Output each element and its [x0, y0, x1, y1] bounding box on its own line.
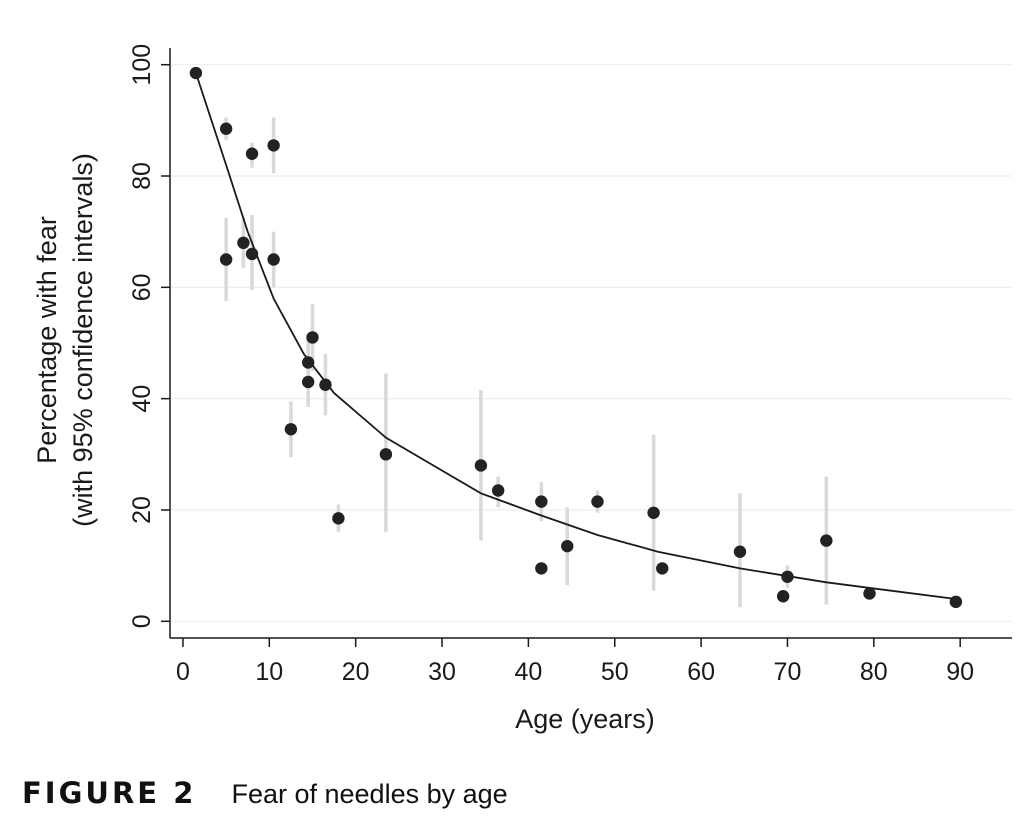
y-axis-title-line1: Percentage with fear [32, 216, 62, 464]
data-point-4 [245, 147, 259, 160]
data-point-8 [284, 423, 298, 436]
axes [169, 48, 1012, 639]
data-point-13 [332, 512, 345, 525]
data-point-25 [781, 570, 794, 583]
x-tick-label-40: 40 [514, 658, 542, 686]
x-axis-ticks: 0 10 20 30 40 50 60 70 80 90 [176, 638, 974, 686]
x-tick-label-30: 30 [428, 658, 456, 686]
x-tick-label-0: 0 [176, 658, 190, 686]
y-axis-ticks: 0 20 40 60 80 100 [128, 44, 170, 628]
gridlines [170, 64, 1012, 622]
data-point-10 [301, 375, 315, 389]
data-point-26 [820, 534, 833, 547]
data-point-23 [733, 545, 747, 558]
data-point-3 [237, 236, 250, 250]
y-tick-label-100: 100 [128, 44, 156, 86]
data-point-11 [306, 331, 319, 344]
data-point-2 [219, 253, 233, 266]
data-point-28 [949, 595, 963, 609]
y-axis-title-line2: (with 95% confidence intervals) [68, 153, 98, 527]
data-point-17 [535, 495, 548, 508]
x-tick-label-50: 50 [601, 658, 629, 686]
data-point-12 [319, 378, 332, 391]
data-point-1 [219, 122, 233, 135]
y-tick-label-80: 80 [128, 162, 156, 190]
confidence-intervals [224, 117, 829, 608]
x-tick-label-80: 80 [860, 658, 888, 686]
data-points [189, 66, 963, 609]
figure-label: FIGURE 2 [22, 776, 197, 810]
x-tick-label-90: 90 [946, 658, 974, 686]
data-point-27 [863, 587, 876, 600]
x-tick-label-70: 70 [774, 658, 802, 686]
data-point-21 [647, 506, 660, 519]
data-point-20 [591, 495, 604, 508]
x-tick-label-60: 60 [687, 658, 715, 686]
data-point-5 [245, 247, 259, 261]
y-tick-label-0: 0 [128, 614, 156, 628]
data-point-0 [189, 66, 203, 80]
figure-caption-text: Fear of needles by age [231, 779, 508, 809]
y-tick-label-60: 60 [128, 273, 156, 301]
data-point-22 [656, 562, 669, 575]
data-point-6 [267, 139, 280, 152]
data-point-7 [267, 253, 280, 266]
x-tick-label-10: 10 [255, 658, 283, 686]
data-point-9 [301, 356, 315, 369]
data-point-18 [535, 562, 548, 575]
x-axis-title: Age (years) [515, 704, 655, 734]
data-point-16 [491, 484, 505, 497]
y-tick-label-40: 40 [128, 385, 156, 413]
figure-caption: FIGURE 2 Fear of needles by age [22, 776, 508, 810]
data-point-14 [379, 448, 393, 461]
data-point-15 [474, 459, 488, 472]
y-tick-label-20: 20 [128, 496, 156, 524]
data-point-24 [776, 590, 790, 603]
data-point-19 [561, 539, 574, 553]
x-tick-label-20: 20 [342, 658, 370, 686]
scatter-chart: 0 10 20 30 40 50 60 70 80 90 0 20 40 60 80 100 Age (ye… [32, 44, 1012, 734]
